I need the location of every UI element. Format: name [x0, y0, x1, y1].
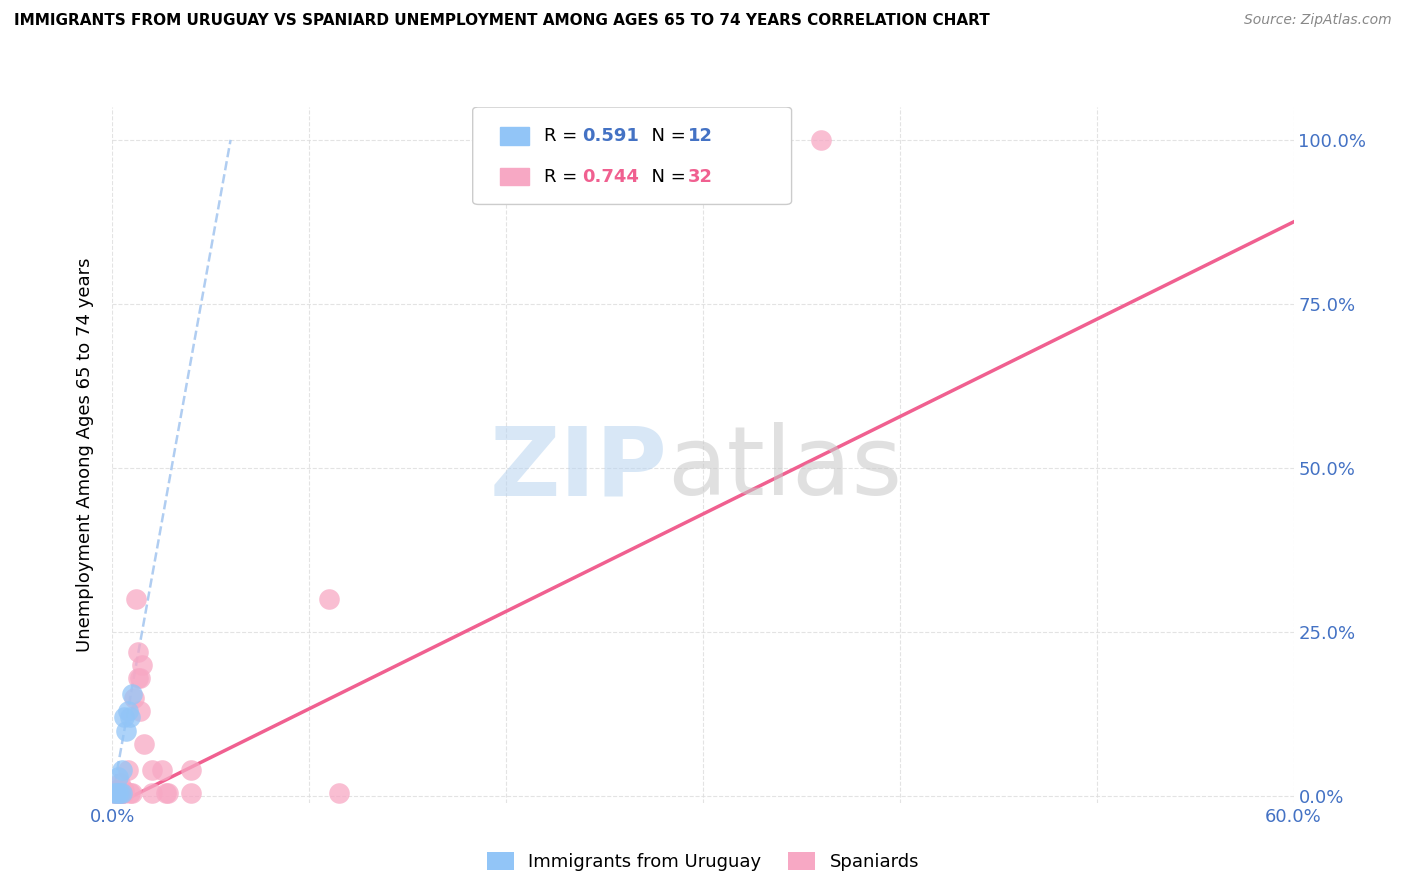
Point: [103, 786, 125, 800]
Bar: [501, 168, 530, 186]
Point: [141, 786, 163, 800]
Point: [115, 723, 138, 738]
Point: [120, 710, 142, 724]
Point: [107, 770, 129, 784]
Point: [129, 704, 152, 718]
Point: [127, 671, 149, 685]
Legend: Immigrants from Uruguay, Spaniards: Immigrants from Uruguay, Spaniards: [479, 845, 927, 879]
FancyBboxPatch shape: [472, 107, 792, 204]
Point: [122, 690, 145, 705]
Point: [141, 763, 163, 777]
Point: [121, 688, 143, 702]
Text: Source: ZipAtlas.com: Source: ZipAtlas.com: [1244, 13, 1392, 28]
Point: [120, 786, 142, 800]
Text: 0.744: 0.744: [582, 168, 640, 186]
Text: 12: 12: [688, 127, 713, 145]
Point: [328, 786, 350, 800]
Point: [110, 776, 132, 790]
Text: R =: R =: [544, 127, 582, 145]
Point: [107, 786, 129, 800]
Point: [103, 786, 125, 800]
Text: N =: N =: [640, 168, 692, 186]
Point: [125, 592, 148, 607]
Point: [129, 671, 152, 685]
Point: [156, 786, 179, 800]
Point: [132, 737, 155, 751]
Y-axis label: Unemployment Among Ages 65 to 74 years: Unemployment Among Ages 65 to 74 years: [76, 258, 94, 652]
Point: [180, 786, 202, 800]
Text: atlas: atlas: [668, 422, 903, 516]
Point: [150, 763, 173, 777]
Point: [111, 786, 134, 800]
Point: [121, 786, 143, 800]
Point: [111, 763, 134, 777]
Point: [105, 786, 128, 800]
Point: [105, 786, 128, 800]
Point: [110, 786, 132, 800]
Point: [107, 782, 129, 797]
Text: IMMIGRANTS FROM URUGUAY VS SPANIARD UNEMPLOYMENT AMONG AGES 65 TO 74 YEARS CORRE: IMMIGRANTS FROM URUGUAY VS SPANIARD UNEM…: [14, 13, 990, 29]
Text: R =: R =: [544, 168, 582, 186]
Point: [112, 782, 135, 797]
Point: [112, 710, 135, 724]
Point: [318, 592, 340, 607]
Text: 0.591: 0.591: [582, 127, 640, 145]
Point: [117, 704, 139, 718]
Text: N =: N =: [640, 127, 692, 145]
Point: [111, 786, 134, 800]
Point: [810, 133, 832, 147]
Point: [117, 763, 139, 777]
Point: [127, 645, 149, 659]
Point: [110, 786, 132, 800]
Text: 32: 32: [688, 168, 713, 186]
Point: [112, 786, 135, 800]
Text: ZIP: ZIP: [489, 422, 668, 516]
Point: [105, 782, 128, 797]
Bar: [501, 128, 530, 145]
Point: [180, 763, 202, 777]
Point: [107, 786, 129, 800]
Point: [155, 786, 177, 800]
Point: [111, 786, 134, 800]
Point: [131, 657, 153, 672]
